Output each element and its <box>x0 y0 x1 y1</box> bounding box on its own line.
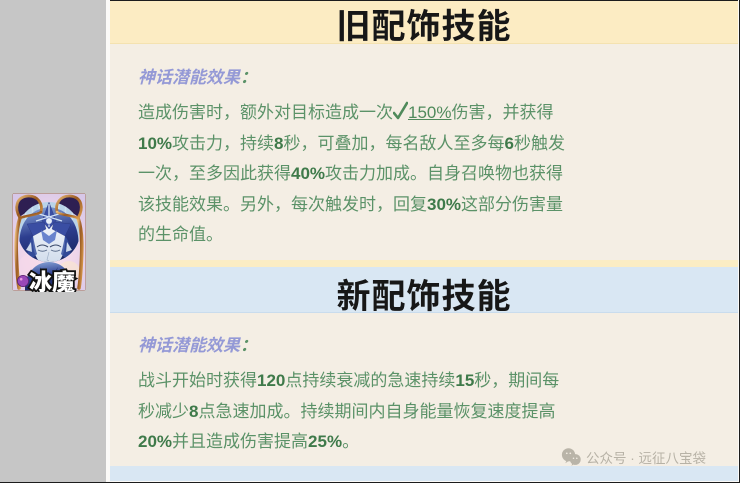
svg-text:冰魔: 冰魔 <box>29 263 75 292</box>
